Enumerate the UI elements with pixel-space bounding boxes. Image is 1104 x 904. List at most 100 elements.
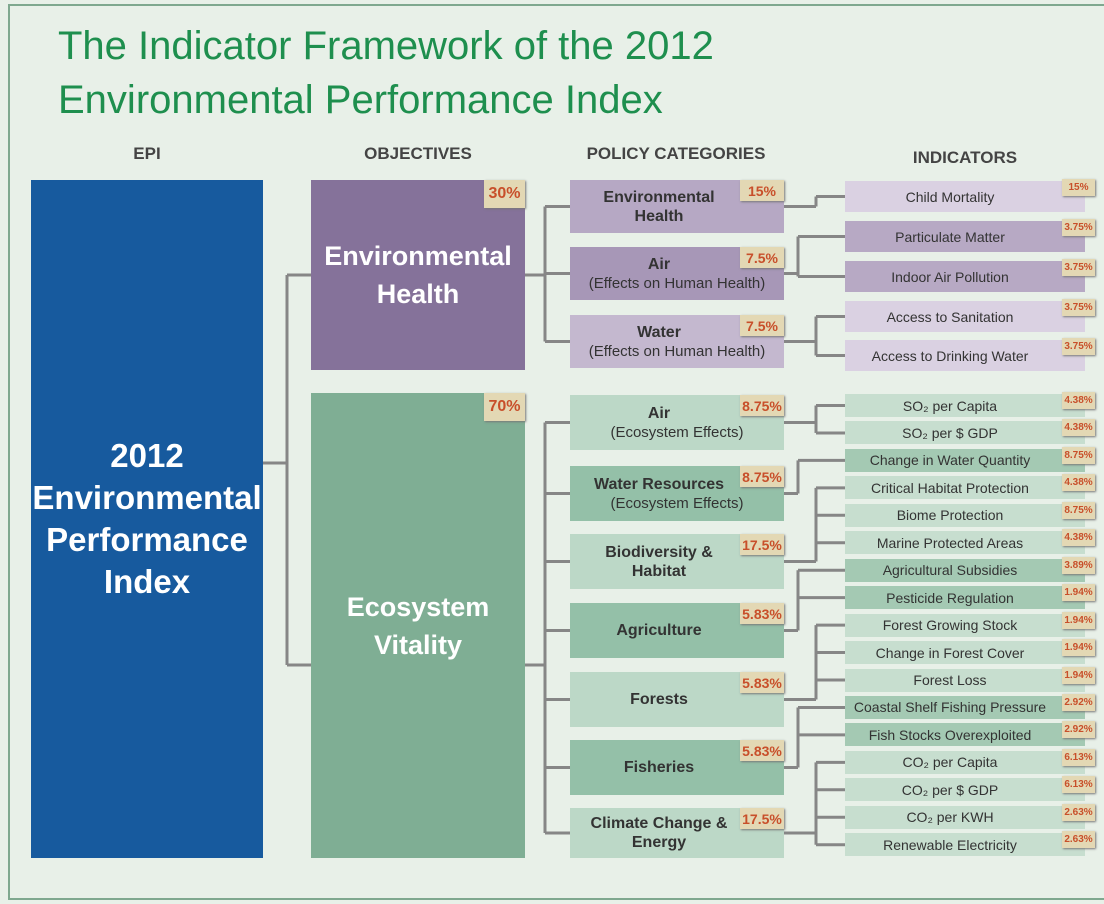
indicator-box: Change in Water Quantity [845,448,1085,472]
indicator-weight: 4.38% [1062,474,1095,492]
category-sublabel: (Effects on Human Health) [588,274,766,292]
category-label: Biodiversity & Habitat [605,543,713,580]
indicator-label: CO₂ per KWH [906,809,994,826]
indicator-box: Access to Drinking Water [845,340,1085,371]
category-weight: 5.83% [740,672,784,693]
epi-box: 2012 Environmental Performance Index [31,180,263,858]
indicator-label: Forest Loss [913,672,987,688]
indicator-weight: 3.75% [1062,338,1095,355]
category-box: Fisheries [570,740,784,795]
indicator-weight: 2.92% [1062,693,1095,711]
indicator-box: Pesticide Regulation [845,586,1085,610]
indicator-box: Biome Protection [845,503,1085,527]
indicator-weight: 1.94% [1062,611,1095,629]
indicator-weight: 2.63% [1062,803,1095,821]
indicator-label: Forest Growing Stock [882,617,1018,634]
indicator-box: Indoor Air Pollution [845,261,1085,292]
indicator-label: Critical Habitat Protection [871,479,1029,496]
indicator-box: Forest Growing Stock [845,613,1085,637]
indicator-label: Biome Protection [896,507,1004,524]
indicator-weight: 8.75% [1062,446,1095,464]
indicator-box: Marine Protected Areas [845,531,1085,555]
indicator-label: Indoor Air Pollution [891,268,1009,285]
indicator-box: Fish Stocks Overexploited [845,723,1085,747]
indicator-weight: 4.38% [1062,392,1095,409]
indicator-weight: 1.94% [1062,584,1095,602]
indicator-label: Access to Sanitation [886,308,1014,325]
indicator-box: CO₂ per Capita [845,750,1085,774]
category-label: Agriculture [616,622,702,639]
indicator-box: Critical Habitat Protection [845,476,1085,500]
indicator-box: SO₂ per $ GDP [845,421,1085,445]
category-sublabel: (Ecosystem Effects) [610,494,744,512]
category-label: Water [637,323,681,341]
column-header: EPI [133,144,161,163]
category-sublabel: (Effects on Human Health) [588,342,766,360]
objective-weight: 30% [484,180,525,208]
category-box: Water (Effects on Human Health) [570,315,784,368]
indicator-weight: 3.89% [1062,556,1095,574]
indicator-box: Change in Forest Cover [845,641,1085,665]
indicator-label: Pesticide Regulation [886,589,1014,606]
indicator-label: Coastal Shelf Fishing Pressure [853,699,1047,716]
objective-weight: 70% [484,393,525,421]
indicator-weight: 3.75% [1062,259,1095,276]
indicator-weight: 4.38% [1062,529,1095,547]
indicator-label: Marine Protected Areas [876,534,1024,551]
category-weight: 17.5% [740,808,784,829]
indicator-weight: 15% [1062,179,1095,196]
column-header: POLICY CATEGORIES [586,144,766,163]
category-weight: 7.5% [740,315,784,336]
indicator-label: Renewable Electricity [883,836,1017,853]
category-box: Water Resources (Ecosystem Effects) [570,466,784,521]
category-weight: 15% [740,180,784,201]
indicator-label: Change in Water Quantity [869,452,1031,469]
indicator-label: SO₂ per Capita [902,397,998,414]
indicator-label: Agricultural Subsidies [882,562,1018,579]
indicator-weight: 3.75% [1062,219,1095,236]
category-weight: 17.5% [740,534,784,555]
indicator-label: Particulate Matter [895,228,1005,245]
indicator-box: Particulate Matter [845,221,1085,252]
category-weight: 5.83% [740,740,784,761]
category-label: Air [647,255,671,273]
indicator-weight: 2.92% [1062,721,1095,739]
indicator-box: Child Mortality [845,181,1085,212]
column-header: OBJECTIVES [364,144,472,163]
indicator-box: Access to Sanitation [845,301,1085,332]
indicator-weight: 8.75% [1062,501,1095,519]
category-weight: 8.75% [740,466,784,487]
category-weight: 5.83% [740,603,784,624]
indicator-label: CO₂ per Capita [902,754,998,771]
objective-box: Environmental Health [311,180,525,370]
indicator-label: Change in Forest Cover [875,644,1025,661]
objective-box: Ecosystem Vitality [311,393,525,858]
category-label: Climate Change & Energy [590,815,728,851]
indicator-label: Fish Stocks Overexploited [868,726,1032,743]
column-header: INDICATORS [912,148,1018,167]
indicator-weight: 3.75% [1062,299,1095,316]
category-label: Air [647,404,671,422]
indicator-weight: 6.13% [1062,776,1095,794]
indicator-label: Access to Drinking Water [871,347,1029,364]
indicator-weight: 1.94% [1062,639,1095,657]
indicator-box: Agricultural Subsidies [845,558,1085,582]
indicator-box: Coastal Shelf Fishing Pressure [845,695,1085,719]
indicator-box: CO₂ per KWH [845,805,1085,829]
indicator-box: CO₂ per $ GDP [845,778,1085,802]
indicator-label: CO₂ per $ GDP [901,781,999,798]
frame [8,4,1104,900]
category-box: Air (Effects on Human Health) [570,247,784,300]
category-label: Fisheries [623,759,695,776]
indicator-box: SO₂ per Capita [845,394,1085,417]
indicator-weight: 4.38% [1062,419,1095,437]
indicator-weight: 6.13% [1062,748,1095,766]
category-sublabel: (Ecosystem Effects) [610,423,744,441]
indicator-label: Child Mortality [905,188,995,205]
category-weight: 8.75% [740,395,784,416]
category-label: Forests [630,691,688,708]
indicator-weight: 1.94% [1062,666,1095,684]
objective-label: Environmental Health [324,241,512,309]
